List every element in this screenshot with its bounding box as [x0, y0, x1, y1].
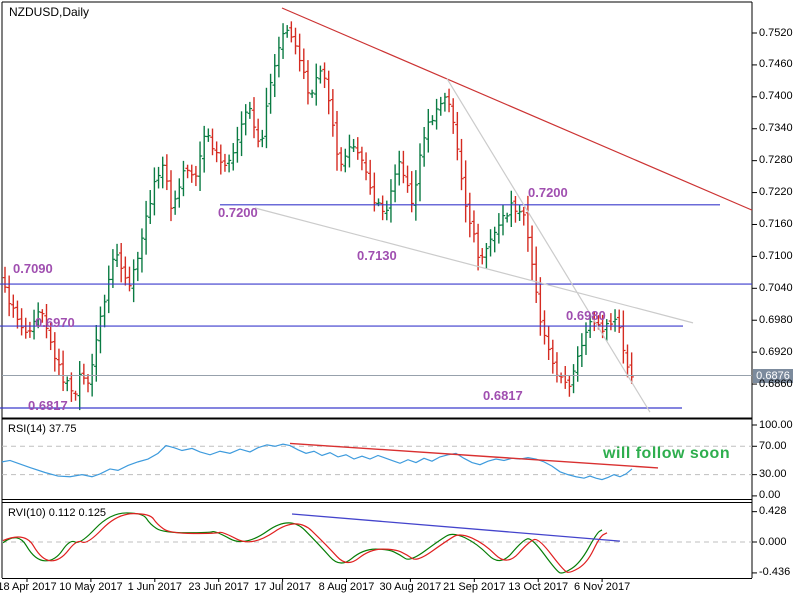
rvi-trendline[interactable] — [291, 513, 621, 542]
price-bars — [2, 21, 634, 411]
trendline-channel-gray-1[interactable] — [254, 207, 694, 324]
rvi-signal-line — [2, 513, 608, 573]
rsi-trendline[interactable] — [289, 442, 659, 469]
trendline-downtrend-red[interactable] — [281, 7, 753, 211]
rvi-main-line — [2, 512, 603, 574]
trendline-channel-gray-2[interactable] — [446, 78, 651, 413]
rsi-line — [1, 443, 633, 481]
